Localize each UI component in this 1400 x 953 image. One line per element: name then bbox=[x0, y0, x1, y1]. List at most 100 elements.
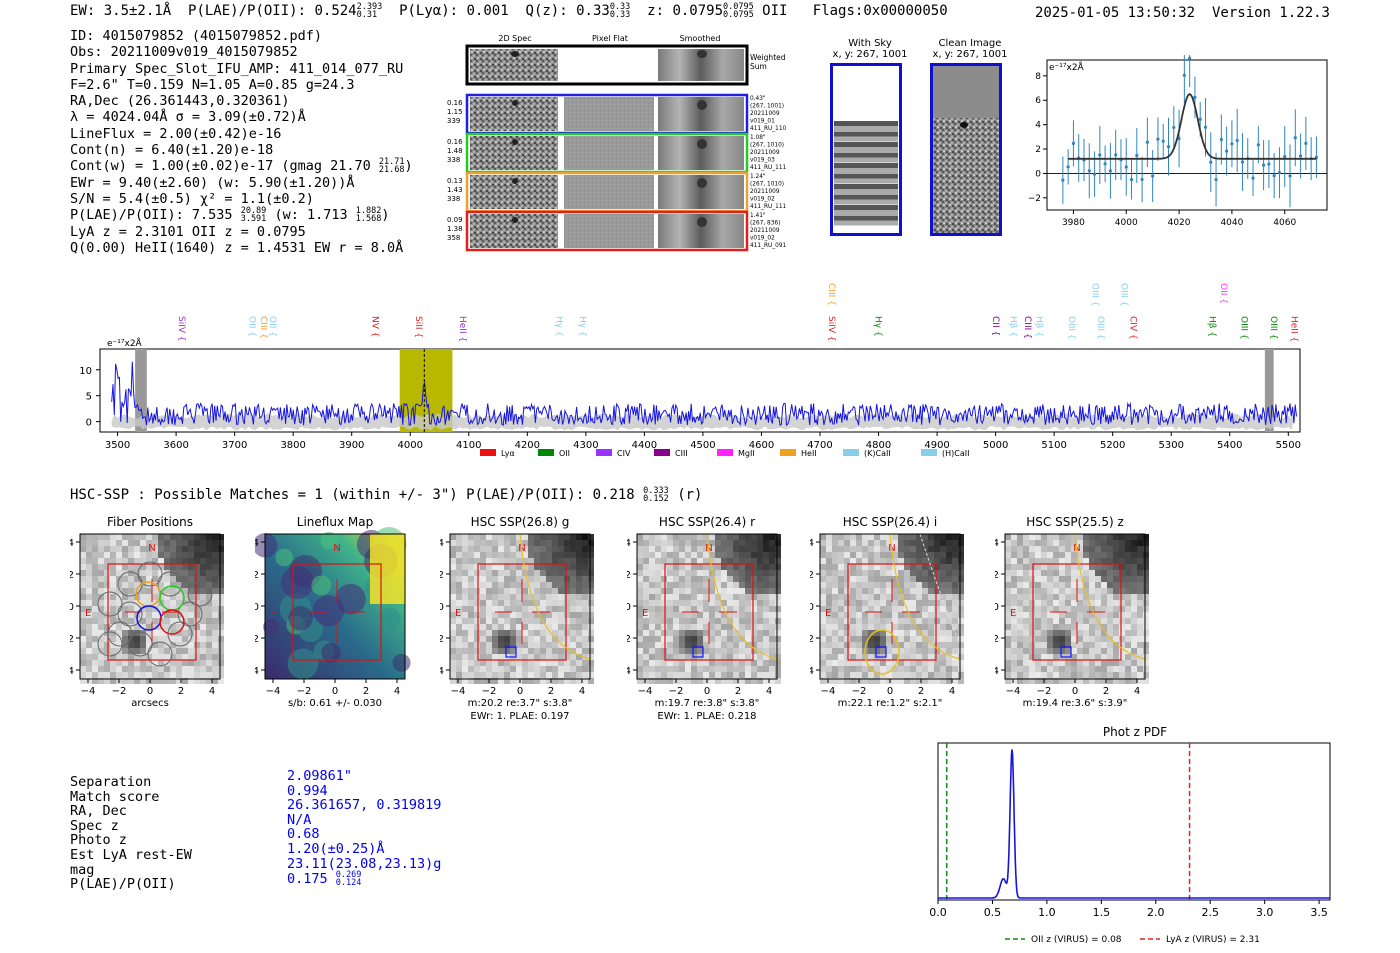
panel-xtick: 2 bbox=[178, 686, 184, 697]
line-label: CIII { bbox=[258, 316, 268, 339]
header-meta: 2025-01-05 13:50:32 Version 1.22.3 bbox=[1035, 5, 1330, 21]
full-spectrum-plot: SiIV {OII {CIII {OII {NV {SiII {HeII {Hγ… bbox=[79, 283, 1301, 458]
hsc-header-hi: 0.333 bbox=[643, 486, 669, 496]
with-sky-cutout bbox=[830, 63, 902, 236]
full-xtick: 4200 bbox=[515, 440, 540, 451]
legend-swatch bbox=[717, 449, 733, 456]
zoom-point bbox=[1108, 169, 1112, 173]
zoom-point bbox=[1251, 176, 1255, 180]
zoom-point bbox=[1161, 139, 1165, 143]
zoom-point bbox=[1172, 125, 1176, 130]
match-value-score: 0.994 bbox=[287, 782, 328, 799]
panel-xtick: −4 bbox=[451, 686, 466, 697]
spec2d-row-stat: 1.15 bbox=[447, 108, 463, 116]
zoom-point bbox=[1267, 162, 1271, 166]
spec2d-row-meta: (267, 1001) bbox=[750, 104, 784, 110]
zoom-point bbox=[1198, 117, 1202, 121]
panel-xtick: 0 bbox=[1072, 686, 1078, 697]
zoom-point bbox=[1256, 143, 1260, 147]
aperture-box bbox=[292, 563, 382, 661]
header-ew: EW: 3.5±2.1Å bbox=[70, 3, 172, 19]
zoom-point bbox=[1272, 173, 1276, 178]
masked-region bbox=[135, 349, 147, 432]
imaging-panel-title: HSC SSP(25.5) z bbox=[1026, 515, 1124, 529]
dashed-contour bbox=[919, 533, 961, 645]
panel-ytick: 0 bbox=[440, 602, 444, 613]
sky-band bbox=[834, 220, 898, 226]
panel-ytick: −2 bbox=[627, 634, 631, 645]
match-value-specz: N/A bbox=[287, 811, 312, 828]
match-label-specz: Spec z bbox=[70, 817, 119, 834]
imaging-panel: Lineflux Map N E −4 4 −2 2 0 0 2 −2 4 −4 s/b: 0.61 +/… bbox=[244, 512, 415, 731]
lineflux-blob bbox=[275, 548, 294, 567]
spec2d-row-meta: 1.08" bbox=[750, 135, 766, 141]
photz-xtick: 0.0 bbox=[929, 906, 947, 919]
photz-xtick: 0.5 bbox=[984, 906, 1002, 919]
spec2d-row-stat: 0.16 bbox=[447, 138, 463, 146]
zoom-ytick: 6 bbox=[1035, 96, 1041, 106]
panel-ytick: 2 bbox=[627, 570, 631, 581]
legend-lya-label: LyA z (VIRUS) = 2.31 bbox=[1166, 935, 1260, 945]
clean-image-title: Clean Image bbox=[938, 38, 1002, 49]
aperture-box bbox=[107, 563, 197, 661]
sky-band bbox=[834, 136, 898, 142]
legend-swatch bbox=[654, 449, 670, 456]
panel-ytick: −4 bbox=[995, 666, 999, 677]
zoom-spectrum-plot: e⁻¹⁷x2Å 3980 4000 4020 4040 4060 8 6 4 2 0 −2 bbox=[1028, 55, 1328, 228]
line-label: SiII { bbox=[413, 316, 423, 338]
full-xtick: 4300 bbox=[573, 440, 598, 451]
east-label: E bbox=[1010, 608, 1016, 619]
lineflux-blob bbox=[378, 607, 401, 631]
ellipse-aperture bbox=[889, 533, 961, 660]
line-label: CIII { bbox=[826, 283, 836, 306]
panel-xtick: 0 bbox=[517, 686, 523, 697]
line-label: Hγ { bbox=[577, 316, 587, 337]
lineflux-bright bbox=[370, 534, 405, 604]
zoom-point bbox=[1193, 95, 1197, 99]
zoom-point bbox=[1092, 172, 1097, 176]
match-value-plae: 0.175 bbox=[287, 871, 328, 888]
sky-band bbox=[834, 147, 898, 152]
ellipse-aperture bbox=[519, 533, 591, 660]
zoom-point bbox=[1235, 138, 1239, 143]
info-contw: Cont(w) = 1.00(±0.02)e-17 (gmag 21.70 bbox=[70, 158, 371, 175]
spec2d-row-meta: 411_RU_091 bbox=[750, 243, 787, 249]
panel-xtick: −2 bbox=[482, 686, 497, 697]
info-plae-lo: 3.591 bbox=[240, 214, 267, 225]
header-z-line: OII bbox=[762, 3, 788, 19]
east-label: E bbox=[642, 608, 648, 619]
imaging-panel-title: HSC SSP(26.8) g bbox=[471, 515, 570, 529]
zoom-point bbox=[1151, 174, 1155, 178]
cutout-image bbox=[450, 534, 594, 684]
zoom-point bbox=[1262, 163, 1266, 167]
sky-band bbox=[834, 215, 898, 221]
match-value-lya-ew: 1.20(±0.25)Å bbox=[287, 840, 385, 857]
clean-image-coord: x, y: 267, 1001 bbox=[932, 49, 1008, 60]
panel-ytick: 0 bbox=[255, 602, 259, 613]
line-label: HeII { bbox=[457, 316, 467, 342]
match-value-radec: 26.361657, 0.319819 bbox=[287, 797, 442, 814]
spec2d-row-meta: v019_03 bbox=[750, 158, 775, 164]
sky-band bbox=[834, 121, 898, 126]
source-marker bbox=[1060, 646, 1072, 658]
source-marker bbox=[505, 646, 517, 658]
line-label: OII { bbox=[246, 316, 256, 337]
photz-xtick: 2.5 bbox=[1201, 906, 1219, 919]
east-label: E bbox=[85, 608, 91, 619]
source-marker bbox=[692, 646, 704, 658]
zoom-unit: e⁻¹⁷x2Å bbox=[1049, 61, 1085, 73]
header-datetime: 2025-01-05 13:50:32 bbox=[1034, 5, 1196, 21]
masked-region bbox=[1264, 349, 1274, 432]
legend-label: Lyα bbox=[501, 449, 515, 458]
fiber-circle bbox=[97, 591, 123, 617]
zoom-point bbox=[1140, 177, 1144, 182]
hsc-header-band: (r) bbox=[677, 487, 703, 503]
fiber-circle bbox=[177, 601, 203, 627]
imaging-panel-title: Lineflux Map bbox=[297, 515, 373, 529]
zoom-point bbox=[1145, 140, 1149, 144]
line-label: Hβ { bbox=[1007, 316, 1017, 337]
line-label: Hβ { bbox=[1206, 316, 1216, 337]
zoom-point bbox=[1293, 136, 1297, 140]
spec2d-row-meta: 20211009 bbox=[750, 189, 780, 195]
